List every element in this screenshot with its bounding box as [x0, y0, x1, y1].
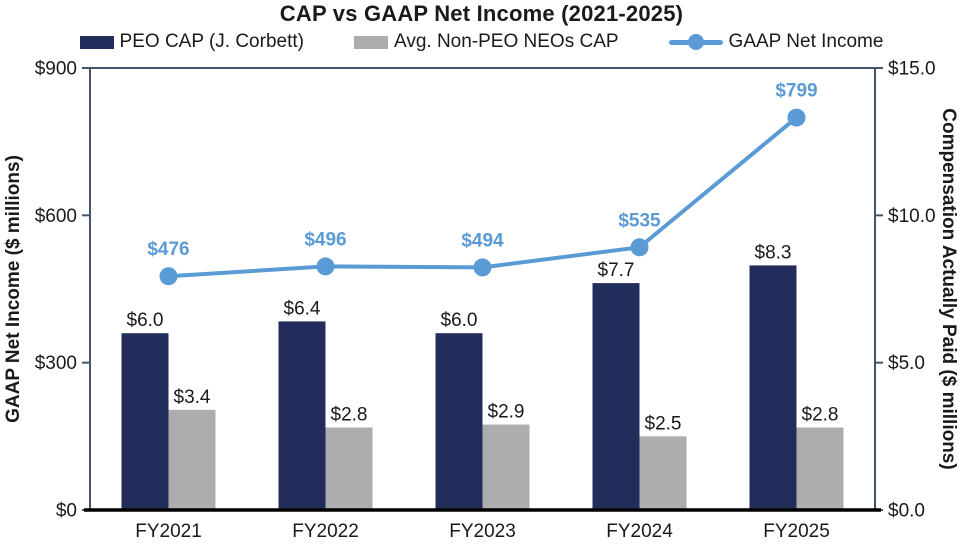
bar-non-peo-cap — [639, 436, 687, 510]
legend-line-marker-icon — [668, 34, 723, 50]
line-value-label: $494 — [461, 230, 504, 251]
bar-value-label: $2.5 — [645, 413, 682, 434]
bar-peo-cap — [278, 321, 326, 510]
line-value-label: $476 — [147, 239, 189, 260]
legend-swatch-non-peo-cap — [353, 35, 388, 49]
bar-value-label: $2.8 — [802, 404, 839, 425]
right-axis-tick-label: $0.0 — [888, 501, 925, 522]
left-axis-tick-label: $300 — [35, 353, 77, 374]
legend-item-peo-cap: PEO CAP (J. Corbett) — [79, 31, 304, 53]
bar-value-label: $6.4 — [284, 298, 321, 319]
bar-value-label: $7.7 — [598, 260, 635, 281]
bar-value-label: $2.8 — [331, 404, 368, 425]
bar-peo-cap — [435, 333, 483, 510]
line-marker — [316, 257, 335, 276]
bar-value-label: $6.0 — [441, 310, 478, 331]
legend-label-gaap-net-income: GAAP Net Income — [728, 31, 884, 52]
legend-label-non-peo-cap: Avg. Non-PEO NEOs CAP — [393, 31, 619, 52]
left-axis-tick-label: $600 — [35, 206, 77, 227]
bar-value-label: $6.0 — [127, 310, 164, 331]
legend-item-gaap-net-income: GAAP Net Income — [668, 31, 884, 53]
gaap-net-income-line — [166, 115, 799, 279]
line-value-label: $496 — [304, 229, 346, 250]
x-axis-category-label: FY2022 — [292, 521, 359, 542]
legend-line-dot — [687, 34, 704, 50]
bar-peo-cap — [121, 333, 169, 510]
line-value-label: $535 — [618, 210, 661, 231]
bar-non-peo-cap — [796, 427, 844, 510]
line-marker — [630, 238, 649, 257]
line-marker — [787, 108, 806, 127]
bar-non-peo-cap — [325, 427, 373, 510]
line-value-label: $799 — [775, 81, 817, 102]
bar-peo-cap — [749, 265, 797, 510]
right-axis-tick-label: $15.0 — [888, 59, 936, 80]
line-marker — [159, 267, 178, 286]
bar-non-peo-cap — [482, 424, 530, 510]
left-axis-tick-label: $900 — [35, 59, 77, 80]
legend-item-non-peo-cap: Avg. Non-PEO NEOs CAP — [353, 31, 619, 53]
x-axis-category-label: FY2024 — [606, 521, 673, 542]
plot-frame — [89, 67, 876, 510]
x-axis-category-label: FY2021 — [135, 521, 202, 542]
legend-swatch-peo-cap — [79, 35, 114, 49]
right-axis-tick-label: $10.0 — [888, 206, 936, 227]
bar-peo-cap — [592, 283, 640, 510]
bar-value-label: $3.4 — [174, 387, 211, 408]
x-axis-category-label: FY2023 — [449, 521, 516, 542]
legend-label-peo-cap: PEO CAP (J. Corbett) — [119, 31, 304, 52]
line-marker — [473, 258, 492, 277]
x-axis-category-label: FY2025 — [763, 521, 830, 542]
chart-title: CAP vs GAAP Net Income (2021-2025) — [279, 1, 684, 26]
bar-value-label: $2.9 — [488, 402, 525, 423]
bar-value-label: $8.3 — [755, 242, 792, 263]
left-axis-tick-label: $0 — [56, 501, 77, 522]
bar-non-peo-cap — [168, 409, 216, 510]
legend: PEO CAP (J. Corbett) Avg. Non-PEO NEOs C… — [0, 29, 963, 55]
right-axis-tick-label: $5.0 — [888, 353, 925, 374]
